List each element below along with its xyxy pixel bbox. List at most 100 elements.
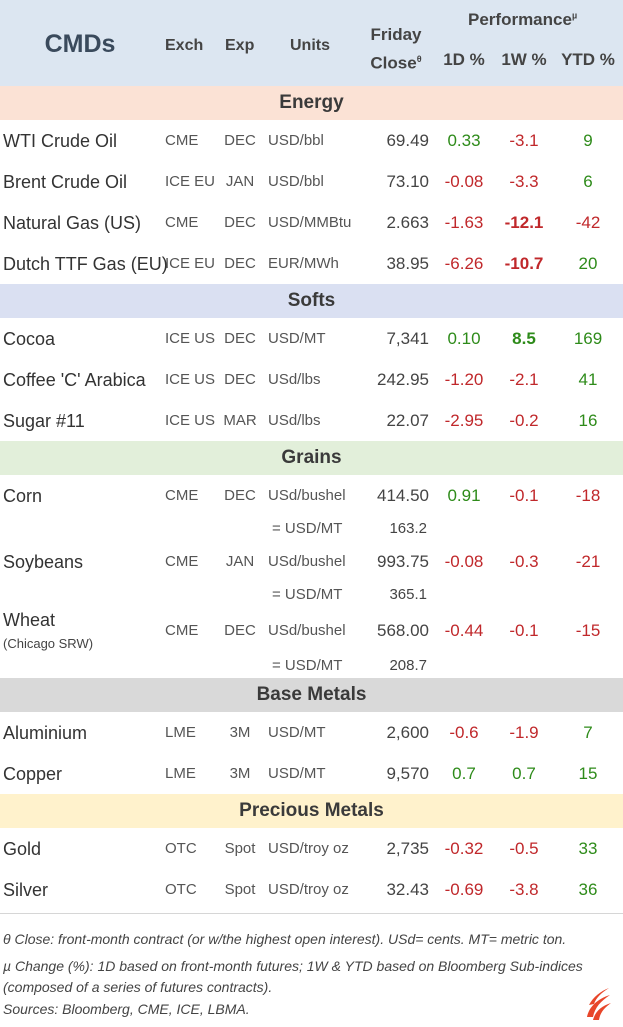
units: USD/MT [268, 724, 326, 741]
expiry: 3M [229, 724, 251, 741]
friday-close: 2,600 [386, 723, 429, 742]
commodity-name: Silver [3, 880, 49, 900]
change-1d: -0.69 [444, 880, 484, 899]
units: USD/MMBtu [268, 214, 352, 231]
units: USd/lbs [268, 371, 321, 388]
change-1d: 0.10 [447, 329, 481, 348]
exchange: ICE EU [165, 255, 216, 272]
change-1w: -0.1 [509, 621, 539, 640]
change-ytd: 20 [578, 254, 598, 273]
conversion-row: = USD/MT 208.7 [0, 651, 623, 681]
commodity-name: Natural Gas (US) [3, 213, 142, 233]
change-1d: -0.08 [444, 172, 484, 191]
exchange: LME [165, 765, 196, 782]
units: USD/MT [268, 330, 326, 347]
conversion-units: = USD/MT [272, 520, 343, 537]
section-precious-metals: Precious Metals [0, 794, 623, 828]
friday-close: 22.07 [386, 411, 429, 430]
change-ytd: -42 [575, 213, 601, 232]
change-1w: -3.3 [509, 172, 539, 191]
friday-close: 7,341 [386, 329, 429, 348]
expiry: DEC [224, 487, 256, 504]
change-1d: -1.63 [444, 213, 484, 232]
expiry: DEC [224, 330, 256, 347]
change-1d: -2.95 [444, 411, 484, 430]
change-ytd: 7 [583, 723, 593, 742]
table-row: Aluminium LME 3M USD/MT 2,600 -0.6 -1.9 … [0, 713, 623, 753]
footnote-sources: Sources: Bloomberg, CME, ICE, LBMA. [3, 1001, 250, 1017]
footnote-change-cont: (composed of a series of futures contrac… [3, 979, 273, 995]
change-ytd: 169 [573, 329, 603, 348]
change-1w: -0.5 [509, 839, 539, 858]
friday-close: 993.75 [377, 552, 429, 571]
units: USD/MT [268, 765, 326, 782]
exchange: CME [165, 553, 199, 570]
friday-close: 414.50 [377, 486, 429, 505]
expiry: DEC [224, 371, 256, 388]
header-1w: 1W % [501, 50, 547, 69]
change-1w: -0.1 [509, 486, 539, 505]
header-friday-line1: Friday [370, 25, 422, 44]
table-row: Dutch TTF Gas (EU) ICE EU DEC EUR/MWh 38… [0, 244, 623, 284]
change-ytd: 16 [578, 411, 598, 430]
header-exp: Exp [225, 37, 255, 54]
header-exch: Exch [165, 37, 204, 54]
expiry: JAN [225, 173, 255, 190]
expiry: JAN [225, 553, 255, 570]
units: USd/bushel [268, 487, 346, 504]
header-friday-mark: θ [416, 54, 422, 64]
commodity-subname: (Chicago SRW) [3, 636, 94, 651]
table-row: Silver OTC Spot USD/troy oz 32.43 -0.69 … [0, 870, 623, 910]
change-ytd: 36 [578, 880, 598, 899]
header-performance-mark: µ [571, 10, 578, 21]
conversion-units: = USD/MT [272, 586, 343, 603]
conversion-close: 163.2 [389, 520, 427, 537]
units: USd/lbs [268, 412, 321, 429]
units: EUR/MWh [268, 255, 339, 272]
commodity-name: Gold [3, 839, 42, 859]
change-1w: 0.7 [512, 764, 536, 783]
commodity-name: Brent Crude Oil [3, 172, 128, 192]
friday-close: 38.95 [386, 254, 429, 273]
commodity-name: Coffee 'C' Arabica [3, 370, 146, 390]
exchange: ICE EU [165, 173, 216, 190]
change-1w: -3.8 [509, 880, 539, 899]
conversion-units: = USD/MT [272, 657, 343, 674]
units: USD/troy oz [268, 840, 349, 857]
table-row: Cocoa ICE US DEC USD/MT 7,341 0.10 8.5 1… [0, 319, 623, 359]
change-1w: -10.7 [504, 254, 544, 273]
section-softs: Softs [0, 284, 623, 318]
section-grains: Grains [0, 441, 623, 475]
friday-close: 9,570 [386, 764, 429, 783]
table-row: Coffee 'C' Arabica ICE US DEC USd/lbs 24… [0, 360, 623, 400]
commodity-name: Sugar #11 [3, 411, 85, 431]
commodity-name: Soybeans [3, 552, 84, 572]
exchange: LME [165, 724, 196, 741]
exchange: CME [165, 622, 199, 639]
change-ytd: 33 [578, 839, 598, 858]
friday-close: 568.00 [377, 621, 429, 640]
header-1d: 1D % [443, 50, 485, 69]
commodity-name: Corn [3, 486, 43, 506]
friday-close: 2.663 [386, 213, 429, 232]
expiry: Spot [224, 840, 256, 857]
conversion-row: = USD/MT 365.1 [0, 580, 623, 610]
change-ytd: 15 [578, 764, 598, 783]
friday-close: 242.95 [377, 370, 429, 389]
table-row: Gold OTC Spot USD/troy oz 2,735 -0.32 -0… [0, 829, 623, 869]
units: USD/bbl [268, 173, 324, 190]
expiry: DEC [224, 132, 256, 149]
change-1d: 0.91 [447, 486, 481, 505]
commodity-name: Copper [3, 764, 63, 784]
header-performance-label: Performance [468, 10, 572, 29]
flame-logo-icon [587, 988, 611, 1020]
change-1d: -1.20 [444, 370, 484, 389]
table-row: Soybeans CME JAN USd/bushel 993.75 -0.08… [0, 542, 623, 582]
expiry: DEC [224, 622, 256, 639]
change-1d: -0.6 [449, 723, 479, 742]
expiry: Spot [224, 881, 256, 898]
change-1d: -0.08 [444, 552, 484, 571]
expiry: MAR [223, 412, 257, 429]
exchange: ICE US [165, 330, 216, 347]
table-row: Sugar #11 ICE US MAR USd/lbs 22.07 -2.95… [0, 401, 623, 441]
